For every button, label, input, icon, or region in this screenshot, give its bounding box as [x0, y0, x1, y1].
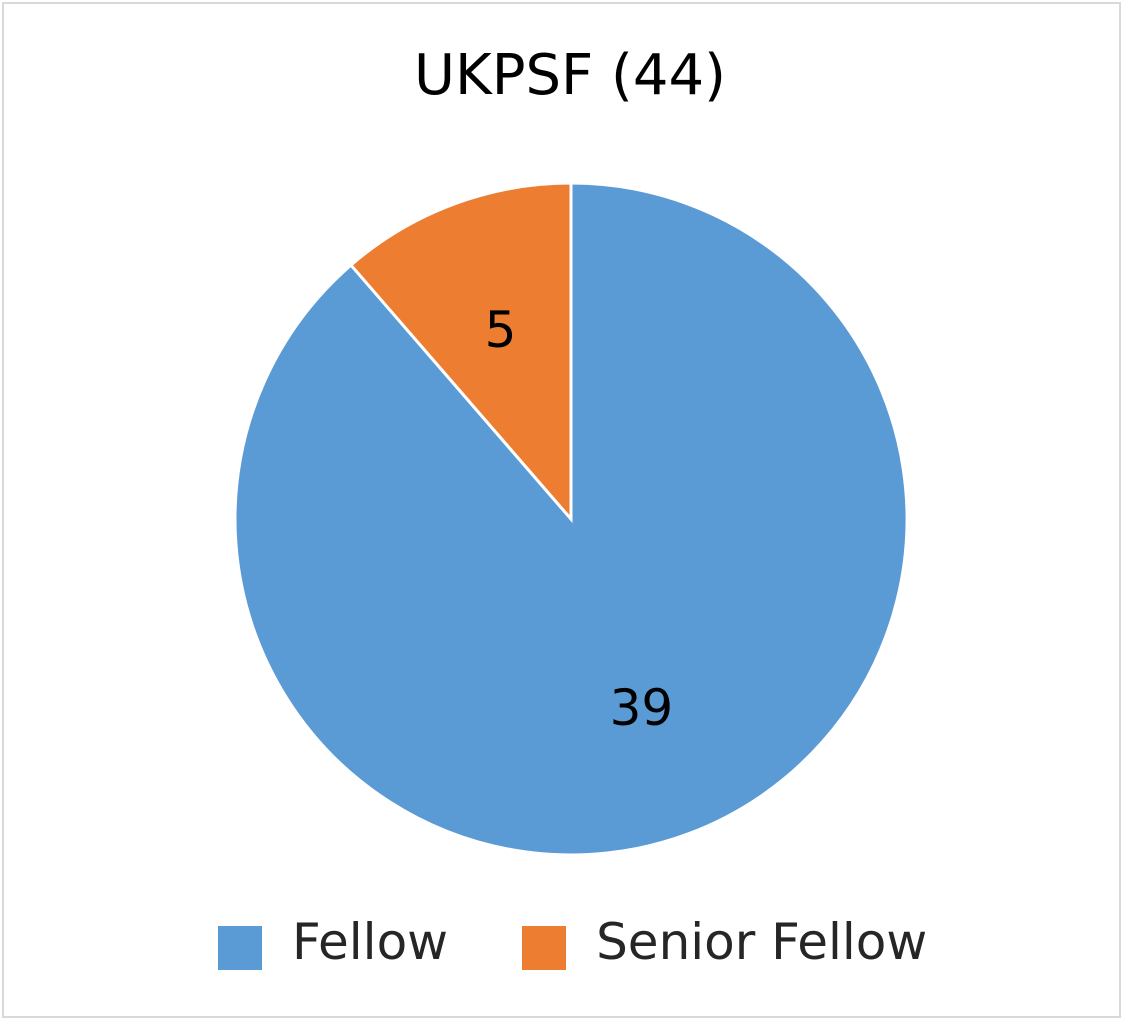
data-labels: 39 5	[485, 301, 674, 737]
legend-item-fellow: Fellow	[218, 914, 448, 970]
chart-title: UKPSF (44)	[414, 43, 726, 108]
legend-label-fellow: Fellow	[292, 913, 449, 971]
legend: Fellow Senior Fellow	[218, 912, 927, 972]
pie-slice-fellow	[233, 181, 909, 857]
data-label-fellow: 39	[610, 679, 674, 737]
legend-label-senior-fellow: Senior Fellow	[596, 913, 928, 971]
data-label-senior-fellow: 5	[485, 301, 517, 359]
legend-item-senior-fellow: Senior Fellow	[522, 914, 927, 970]
legend-swatch-fellow	[218, 926, 262, 970]
pie-slice-senior-fellow	[348, 181, 573, 524]
legend-swatch-senior-fellow	[522, 926, 567, 970]
pie-slices	[233, 181, 909, 857]
